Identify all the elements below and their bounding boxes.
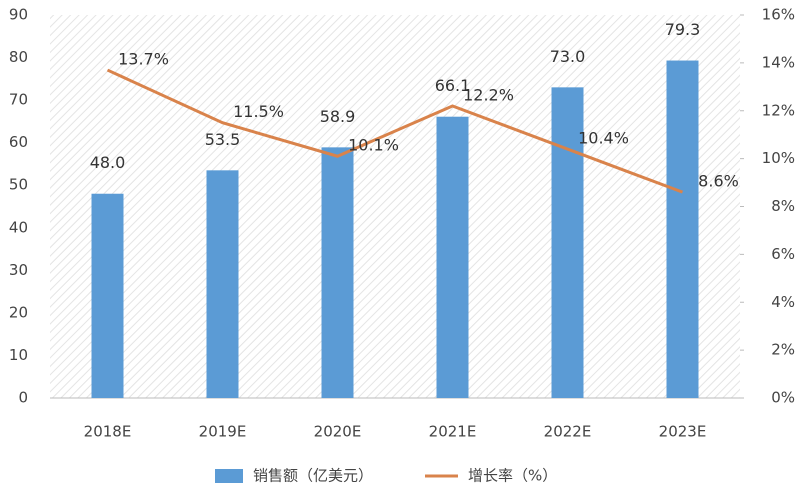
growth-line <box>106 68 684 194</box>
bar <box>666 60 699 398</box>
y-tick-label: 0 <box>18 389 28 407</box>
bar-value-label: 48.0 <box>90 153 126 172</box>
bar-value-label: 58.9 <box>320 107 356 126</box>
y-tick-label: 80 <box>9 48 28 66</box>
bar <box>91 193 124 398</box>
y-tick-label: 20 <box>9 303 28 321</box>
bar-value-label: 66.1 <box>435 76 471 95</box>
bar-value-label: 73.0 <box>550 47 586 66</box>
x-tick-label: 2022E <box>544 423 592 441</box>
line-value-label: 11.5% <box>233 102 284 121</box>
y-tick-label: 10 <box>9 346 28 364</box>
bar-value-label: 79.3 <box>665 20 701 39</box>
y2-tick-label: 14% <box>762 53 795 71</box>
line-value-label: 12.2% <box>463 85 514 104</box>
y-tick-label: 30 <box>9 261 28 279</box>
bar <box>436 116 469 399</box>
line-value-label: 10.4% <box>578 129 629 148</box>
legend-label: 销售额（亿美元） <box>253 467 373 485</box>
y2-tick-label: 8% <box>771 197 795 215</box>
x-tick-label: 2019E <box>199 423 247 441</box>
x-tick-label: 2020E <box>314 423 362 441</box>
y2-tick-label: 6% <box>771 245 795 263</box>
plot-background <box>50 15 740 398</box>
y-tick-label: 70 <box>9 91 28 109</box>
line-value-label: 10.1% <box>348 136 399 155</box>
line-value-label: 13.7% <box>118 50 169 69</box>
y2-tick-label: 12% <box>762 101 795 119</box>
bar-value-label: 53.5 <box>205 130 241 149</box>
x-tick-label: 2021E <box>429 423 477 441</box>
legend-label: 增长率（%） <box>468 467 557 485</box>
bar <box>551 87 584 398</box>
y2-tick-label: 4% <box>771 293 795 311</box>
x-tick-label: 2018E <box>84 423 132 441</box>
bar <box>321 147 354 398</box>
y2-tick-label: 0% <box>771 389 795 407</box>
bar <box>206 170 239 398</box>
y2-tick-label: 10% <box>762 149 795 167</box>
y2-tick-label: 2% <box>771 341 795 359</box>
y-tick-label: 50 <box>9 176 28 194</box>
x-tick-label: 2023E <box>659 423 707 441</box>
y2-tick-label: 16% <box>762 6 795 24</box>
y-tick-label: 90 <box>9 6 28 24</box>
line-value-label: 8.6% <box>698 172 739 191</box>
y-tick-label: 40 <box>9 218 28 236</box>
y-tick-label: 60 <box>9 133 28 151</box>
legend-swatch <box>215 469 243 483</box>
